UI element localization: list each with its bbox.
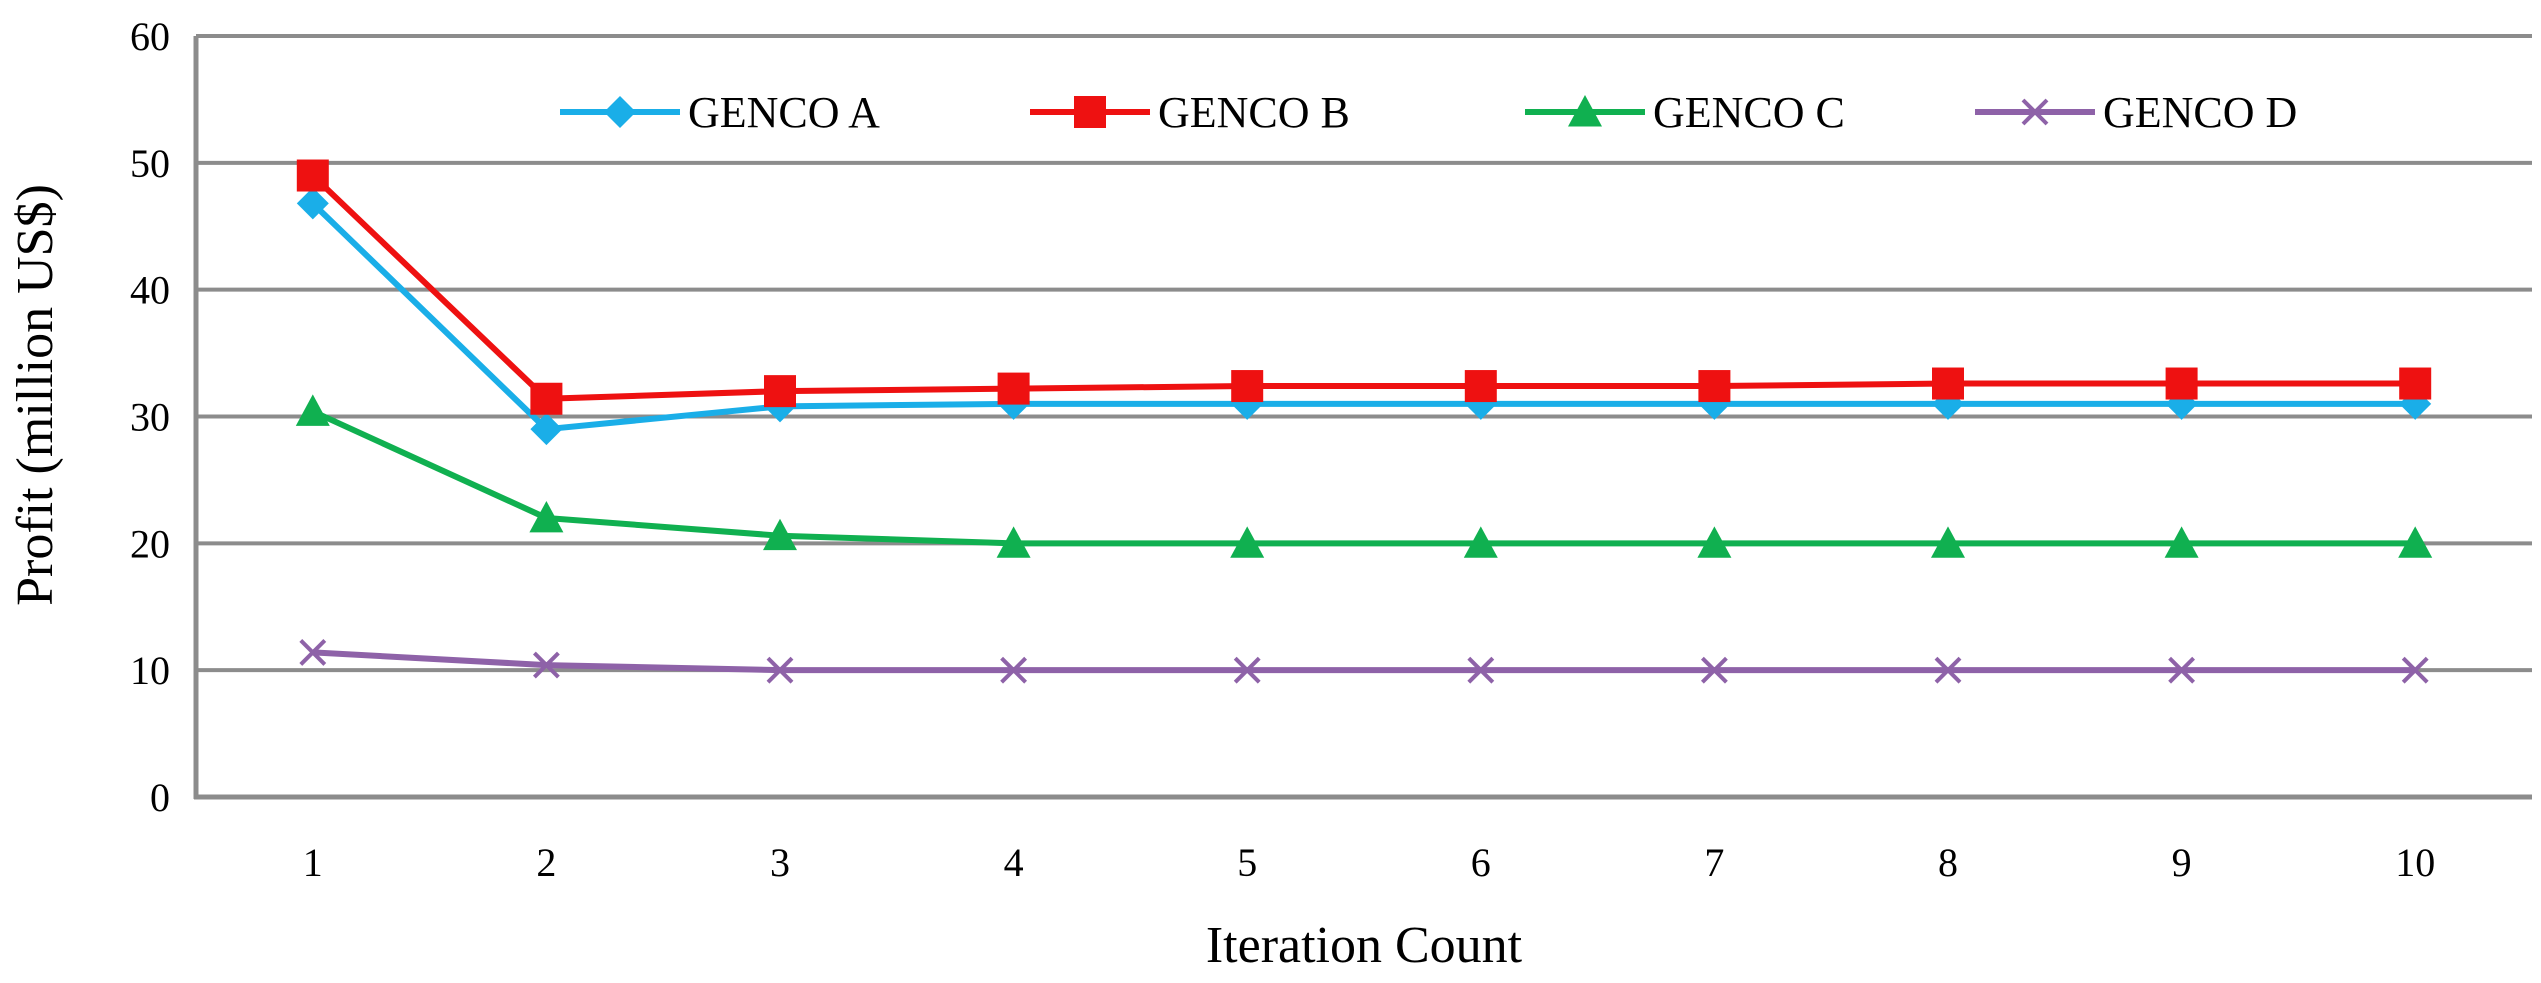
data-point-genco-d	[299, 638, 327, 666]
legend-item-genco-d: GENCO D	[1975, 88, 2297, 137]
data-point-genco-b	[1932, 367, 1964, 400]
series-genco-b	[296, 159, 2432, 415]
data-point-genco-d	[1000, 656, 1028, 684]
x-tick-label: 5	[1237, 840, 1257, 885]
legend-label: GENCO A	[688, 88, 880, 137]
data-point-genco-b	[1464, 370, 1497, 403]
axes	[193, 36, 2532, 800]
legend-label: GENCO D	[2103, 88, 2297, 137]
y-tick-labels: 0 10 20 30 40 50 60	[130, 14, 170, 820]
x-tick-label: 6	[1471, 840, 1491, 885]
legend-marker-genco-b	[1074, 96, 1106, 128]
x-tick-label: 10	[2395, 840, 2435, 885]
data-point-genco-b	[997, 372, 1030, 405]
series	[295, 159, 2433, 684]
y-tick-label: 20	[130, 521, 170, 566]
legend-label: GENCO C	[1653, 88, 1845, 137]
series-genco-a	[296, 187, 2432, 446]
data-point-genco-b	[1698, 370, 1731, 403]
x-tick-label: 1	[303, 840, 323, 885]
x-tick-label: 8	[1938, 840, 1958, 885]
y-tick-label: 50	[130, 141, 170, 186]
data-point-genco-b	[530, 382, 563, 415]
data-point-genco-c	[1931, 526, 1965, 558]
series-line-genco-b	[310, 173, 2416, 402]
data-point-genco-c	[1697, 526, 1732, 558]
data-point-genco-a	[296, 187, 329, 220]
x-tick-label: 7	[1704, 840, 1724, 885]
legend: GENCO A GENCO B GENCO C GENCO D	[560, 88, 2297, 137]
legend-marker-genco-c	[1568, 95, 1602, 127]
x-tick-label: 3	[770, 840, 790, 885]
x-tick-labels: 1 2 3 4 5 6 7 8 9 10	[303, 840, 2435, 885]
data-point-genco-d	[1233, 656, 1261, 684]
series-genco-d	[299, 638, 2429, 684]
data-point-genco-d	[2168, 656, 2196, 684]
legend-label: GENCO B	[1158, 88, 1350, 137]
y-tick-label: 10	[130, 648, 170, 693]
data-point-genco-b	[2399, 367, 2432, 400]
data-point-genco-d	[766, 656, 794, 684]
y-axis-title: Profit (million US$)	[7, 184, 64, 606]
data-point-genco-c	[529, 500, 564, 533]
y-tick-label: 40	[130, 268, 170, 313]
data-point-genco-b	[2165, 367, 2198, 400]
x-tick-label: 9	[2172, 840, 2192, 885]
y-tick-label: 30	[130, 395, 170, 440]
data-point-genco-d	[1700, 656, 1728, 684]
data-point-genco-b	[1231, 370, 1264, 403]
data-point-genco-c	[2164, 526, 2199, 558]
legend-item-genco-b: GENCO B	[1030, 88, 1350, 137]
series-line-genco-c	[311, 408, 2416, 547]
data-point-genco-c	[1230, 526, 1265, 558]
legend-marker-genco-d	[2021, 98, 2049, 126]
data-point-genco-b	[764, 375, 796, 408]
y-tick-label: 0	[150, 775, 170, 820]
legend-item-genco-a: GENCO A	[560, 88, 880, 137]
y-tick-label: 60	[130, 14, 170, 59]
legend-item-genco-c: GENCO C	[1525, 88, 1845, 137]
data-point-genco-c	[1463, 526, 1498, 558]
data-point-genco-c	[996, 526, 1031, 558]
series-line-genco-a	[310, 201, 2416, 433]
data-point-genco-d	[1467, 656, 1495, 684]
series-genco-c	[295, 394, 2433, 558]
data-point-genco-d	[532, 651, 560, 679]
data-point-genco-b	[296, 159, 329, 192]
x-tick-label: 2	[536, 840, 556, 885]
data-point-genco-c	[2398, 526, 2433, 558]
series-line-genco-d	[312, 649, 2416, 674]
data-point-genco-a	[530, 413, 563, 446]
x-tick-label: 4	[1004, 840, 1024, 885]
data-point-genco-c	[763, 518, 797, 551]
data-point-genco-c	[295, 394, 330, 426]
x-axis-title: Iteration Count	[1206, 917, 1523, 974]
data-point-genco-d	[1934, 656, 1962, 684]
legend-marker-genco-a	[604, 96, 636, 128]
data-point-genco-d	[2401, 656, 2429, 684]
